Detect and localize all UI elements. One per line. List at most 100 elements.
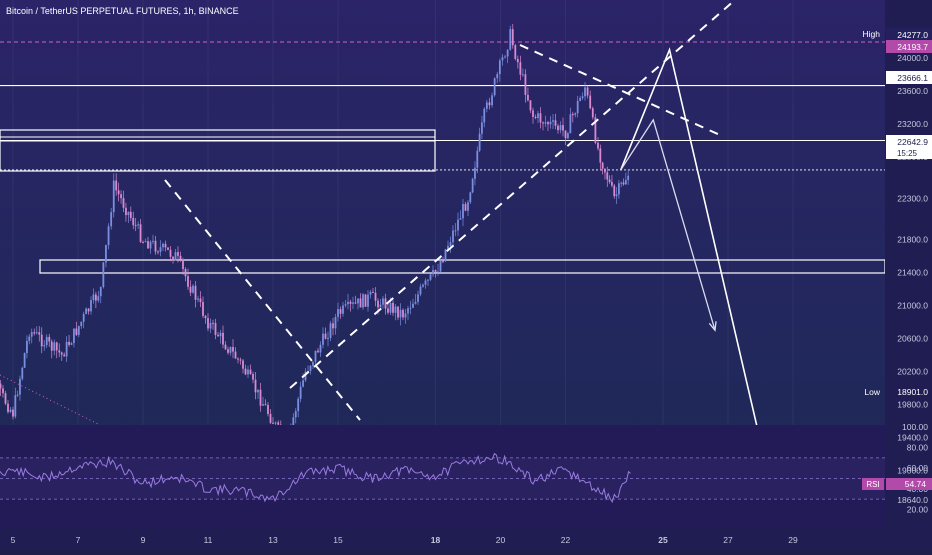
candle-body bbox=[459, 218, 462, 220]
candle-body bbox=[127, 211, 130, 216]
candle-body bbox=[594, 117, 597, 143]
candle-body bbox=[53, 342, 56, 351]
candle-body bbox=[4, 393, 7, 404]
candle-body bbox=[97, 296, 100, 301]
time-tick-label: 13 bbox=[268, 535, 278, 545]
candle-body bbox=[70, 343, 73, 345]
level-tag: 23666.1 bbox=[886, 71, 932, 84]
candle-body bbox=[90, 300, 92, 312]
uptrend-line bbox=[289, 0, 736, 389]
candle-body bbox=[601, 162, 604, 169]
countdown-timer: 15:25 bbox=[897, 149, 918, 158]
candle-body bbox=[464, 204, 467, 211]
candle-body bbox=[209, 322, 212, 329]
candle-body bbox=[179, 255, 182, 260]
candle-body bbox=[304, 371, 307, 381]
candle-body bbox=[347, 301, 349, 305]
candle-body bbox=[147, 241, 149, 249]
rsi-label-text: RSI bbox=[866, 480, 879, 489]
candle-body bbox=[534, 116, 537, 118]
candle-body bbox=[574, 113, 577, 115]
candle-body bbox=[212, 322, 214, 324]
candle-body bbox=[427, 279, 429, 281]
candle-body bbox=[259, 389, 262, 406]
candle-body bbox=[82, 314, 85, 322]
candle-body bbox=[92, 294, 95, 301]
time-tick-label: 29 bbox=[788, 535, 798, 545]
candle-body bbox=[493, 78, 496, 96]
candle-body bbox=[504, 56, 506, 58]
candle-body bbox=[611, 182, 613, 186]
candle-body bbox=[483, 108, 486, 123]
candle-body bbox=[384, 298, 387, 309]
price-tick-label: 21400.0 bbox=[897, 268, 928, 278]
candle-body bbox=[45, 336, 48, 346]
candle-body bbox=[40, 334, 43, 347]
rsi-indicator[interactable] bbox=[0, 452, 885, 504]
candle-body bbox=[317, 350, 319, 353]
candle-body bbox=[162, 243, 164, 248]
candle-body bbox=[369, 291, 372, 295]
candle-body bbox=[412, 303, 414, 308]
candle-body bbox=[434, 269, 437, 273]
candle-body bbox=[439, 261, 442, 272]
chart-title: Bitcoin / TetherUS PERPETUAL FUTURES, 1h… bbox=[6, 6, 239, 16]
candle-body bbox=[498, 60, 501, 75]
candle-body bbox=[467, 202, 469, 211]
candle-body bbox=[344, 304, 347, 306]
candle-body bbox=[514, 45, 517, 59]
candle-body bbox=[402, 309, 404, 318]
candle-body bbox=[620, 182, 623, 184]
time-axis[interactable] bbox=[0, 528, 932, 550]
candle-body bbox=[177, 252, 179, 256]
candle-body bbox=[269, 413, 272, 423]
candle-body bbox=[192, 285, 194, 293]
candle-body bbox=[589, 95, 592, 109]
candle-body bbox=[379, 304, 382, 308]
candle-body bbox=[63, 354, 66, 357]
rsi-pane bbox=[0, 425, 885, 528]
candle-body bbox=[409, 307, 412, 309]
candle-body bbox=[617, 183, 620, 195]
price-tick-label: 24000.0 bbox=[897, 53, 928, 63]
price-axis[interactable] bbox=[885, 0, 932, 528]
time-tick-label: 9 bbox=[141, 535, 146, 545]
candle-body bbox=[342, 305, 344, 314]
candle-body bbox=[324, 333, 327, 339]
candle-body bbox=[139, 224, 142, 242]
high-marker: High 24277.0 bbox=[863, 28, 932, 41]
candle-body bbox=[202, 301, 204, 316]
candle-body bbox=[194, 285, 197, 300]
candle-body bbox=[432, 269, 434, 275]
trend-drawings[interactable] bbox=[0, 0, 763, 444]
candle-body bbox=[496, 74, 499, 79]
candle-body bbox=[134, 225, 137, 227]
high-label: High bbox=[863, 29, 881, 39]
candle-body bbox=[102, 262, 105, 288]
candle-body bbox=[87, 308, 90, 312]
candle-body bbox=[125, 207, 127, 216]
candle-body bbox=[272, 422, 274, 424]
candle-body bbox=[557, 125, 559, 131]
candle-body bbox=[397, 306, 399, 318]
supply-zone-box bbox=[0, 129, 436, 172]
time-tick-label: 15 bbox=[333, 535, 343, 545]
candle-body bbox=[154, 240, 157, 252]
rsi-value-tag bbox=[886, 478, 932, 490]
candle-body bbox=[476, 150, 479, 168]
candle-body bbox=[292, 417, 295, 426]
time-tick-label: 20 bbox=[496, 535, 506, 545]
candle-body bbox=[339, 309, 342, 314]
candle-body bbox=[352, 302, 354, 304]
candle-body bbox=[364, 294, 367, 307]
candle-body bbox=[149, 241, 152, 249]
candle-body bbox=[94, 294, 97, 301]
price-tick-label: 23600.0 bbox=[897, 86, 928, 96]
candle-body bbox=[387, 308, 389, 313]
time-tick-label: 27 bbox=[723, 535, 733, 545]
candle-body bbox=[567, 133, 569, 139]
candle-body bbox=[35, 332, 38, 334]
candle-body bbox=[73, 328, 75, 344]
